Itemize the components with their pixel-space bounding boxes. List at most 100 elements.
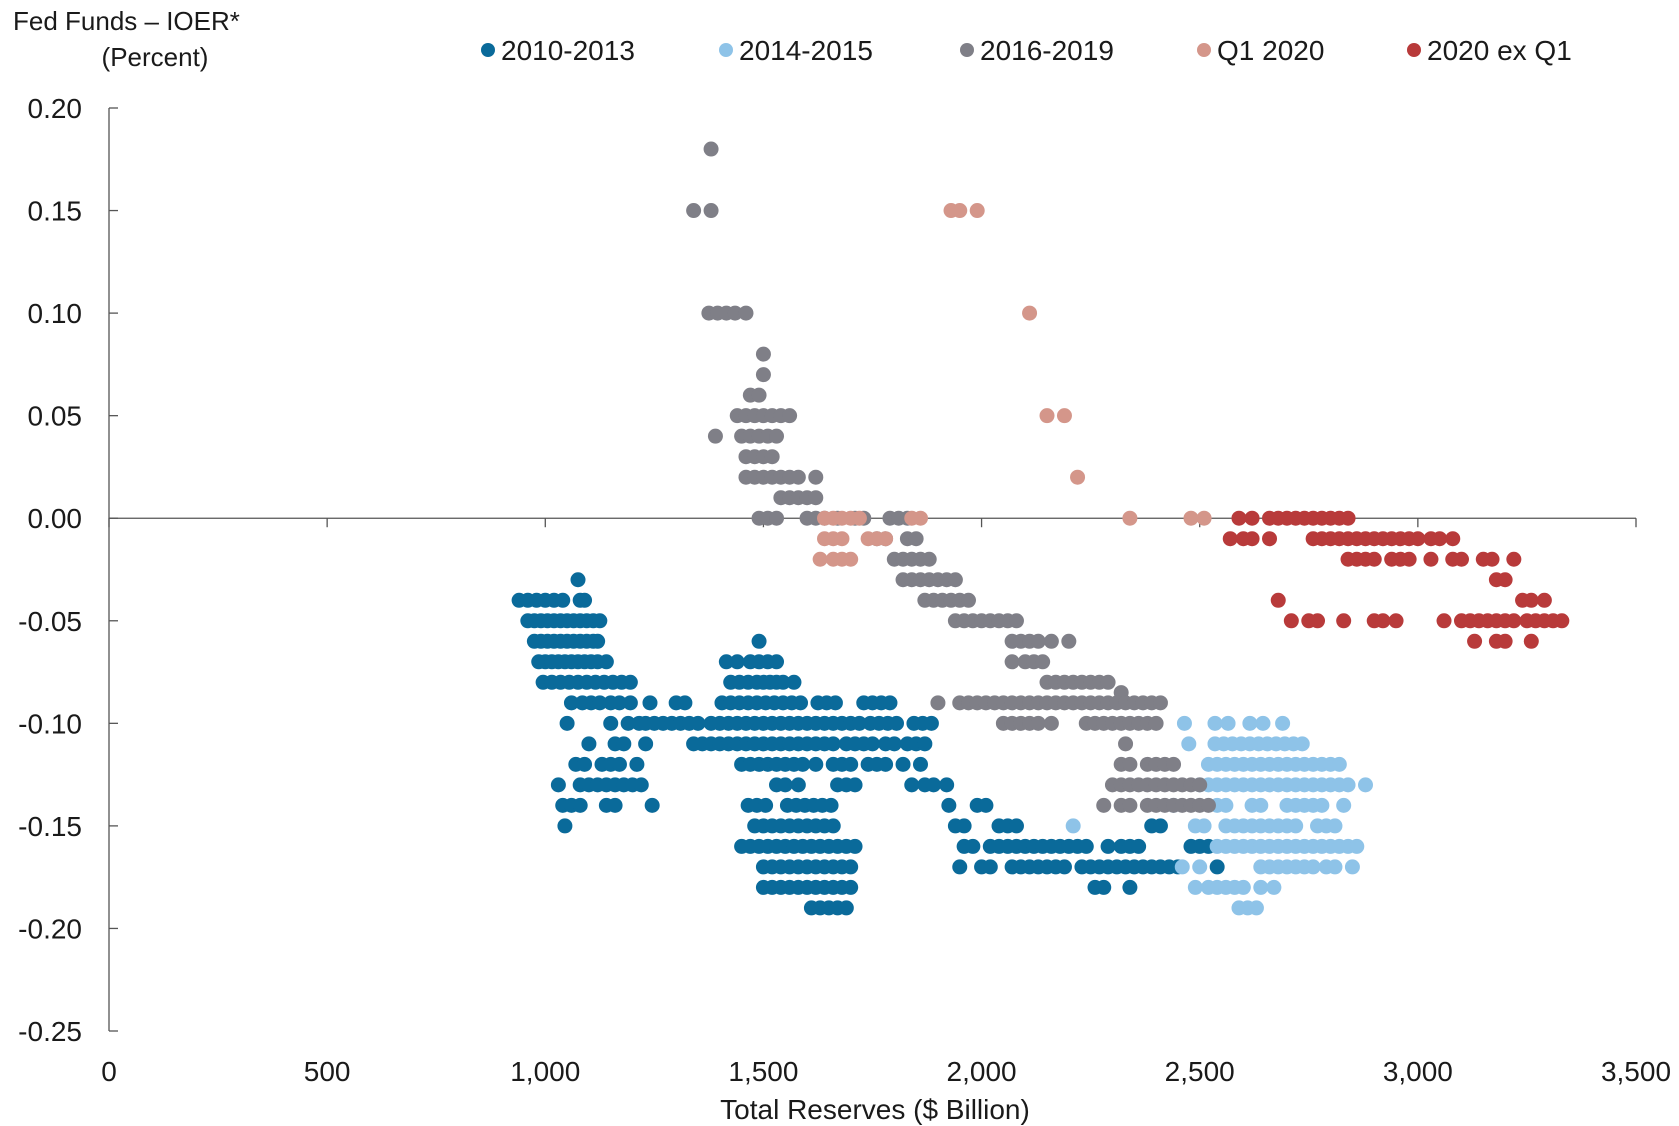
data-point: [1467, 633, 1483, 649]
x-tick-label: 1,000: [510, 1056, 580, 1087]
data-point: [1043, 715, 1059, 731]
data-point: [960, 592, 976, 608]
y-tick-label: 0.10: [28, 298, 83, 329]
data-point: [1253, 879, 1269, 895]
data-point: [559, 715, 575, 731]
data-point: [755, 346, 771, 362]
data-point: [1222, 531, 1238, 547]
data-point: [1056, 859, 1072, 875]
data-point: [843, 551, 859, 567]
data-point: [808, 469, 824, 485]
data-point: [1187, 879, 1203, 895]
data-point: [616, 736, 632, 752]
data-point: [1231, 510, 1247, 526]
data-point: [738, 305, 754, 321]
data-point: [969, 203, 985, 219]
data-point: [644, 797, 660, 813]
data-point: [550, 777, 566, 793]
data-point: [1283, 613, 1299, 629]
data-point: [1148, 715, 1164, 731]
data-point: [952, 203, 968, 219]
legend-item: 2014-2015: [719, 35, 873, 66]
data-point: [633, 777, 649, 793]
x-tick-label: 0: [101, 1056, 117, 1087]
data-point: [1453, 551, 1469, 567]
data-point: [1065, 818, 1081, 834]
data-point: [843, 756, 859, 772]
data-point: [707, 428, 723, 444]
data-point: [1166, 756, 1182, 772]
data-point: [808, 756, 824, 772]
data-point: [598, 654, 614, 670]
data-point: [1327, 818, 1343, 834]
data-point: [1152, 818, 1168, 834]
data-point: [777, 777, 793, 793]
data-point: [843, 859, 859, 875]
data-point: [851, 715, 867, 731]
data-point: [577, 756, 593, 772]
y-tick-label: 0.00: [28, 503, 83, 534]
data-point: [1423, 551, 1439, 567]
legend-label: Q1 2020: [1217, 35, 1324, 66]
data-point: [1244, 510, 1260, 526]
data-point: [1192, 777, 1208, 793]
data-point: [1358, 777, 1374, 793]
data-point: [642, 695, 658, 711]
data-point: [888, 715, 904, 731]
data-point: [1484, 551, 1500, 567]
y-tick-label: 0.05: [28, 401, 83, 432]
legend-marker: [481, 43, 495, 57]
data-point: [592, 613, 608, 629]
data-point: [825, 818, 841, 834]
data-point: [1432, 531, 1448, 547]
data-point: [1070, 469, 1086, 485]
data-point: [1220, 715, 1236, 731]
data-point: [795, 756, 811, 772]
data-point: [947, 572, 963, 588]
data-point: [638, 736, 654, 752]
y-axis-label-line1: Fed Funds – IOER*: [13, 6, 240, 36]
data-point: [917, 736, 933, 752]
data-point: [921, 551, 937, 567]
data-point: [808, 490, 824, 506]
data-point: [1235, 879, 1251, 895]
y-tick-label: -0.10: [18, 708, 82, 739]
data-point: [1030, 715, 1046, 731]
data-point: [1366, 551, 1382, 567]
data-point: [581, 736, 597, 752]
data-point: [703, 203, 719, 219]
series-2: [686, 141, 1216, 813]
data-point: [1536, 592, 1552, 608]
data-point: [769, 654, 785, 670]
data-point: [1183, 510, 1199, 526]
data-point: [1096, 797, 1112, 813]
data-point: [1078, 838, 1094, 854]
data-point: [1152, 695, 1168, 711]
data-point: [570, 572, 586, 588]
data-point: [686, 203, 702, 219]
data-point: [718, 654, 734, 670]
legend-marker: [1197, 43, 1211, 57]
data-point: [1310, 613, 1326, 629]
data-point: [812, 551, 828, 567]
x-tick-label: 3,500: [1601, 1056, 1671, 1087]
data-point: [823, 797, 839, 813]
data-point: [965, 838, 981, 854]
series-4: [1222, 510, 1570, 649]
data-point: [703, 141, 719, 157]
data-point: [847, 777, 863, 793]
data-point: [751, 387, 767, 403]
data-point: [1200, 797, 1216, 813]
x-axis-label: Total Reserves ($ Billion): [720, 1094, 1030, 1125]
data-point: [1314, 797, 1330, 813]
data-point: [1176, 715, 1192, 731]
data-point: [1388, 613, 1404, 629]
data-point: [1253, 797, 1269, 813]
data-point: [1122, 510, 1138, 526]
data-point: [690, 715, 706, 731]
data-point: [1008, 613, 1024, 629]
legend-item: 2020 ex Q1: [1407, 35, 1572, 66]
legend-label: 2020 ex Q1: [1427, 35, 1572, 66]
data-point: [590, 633, 606, 649]
data-point: [1207, 715, 1223, 731]
